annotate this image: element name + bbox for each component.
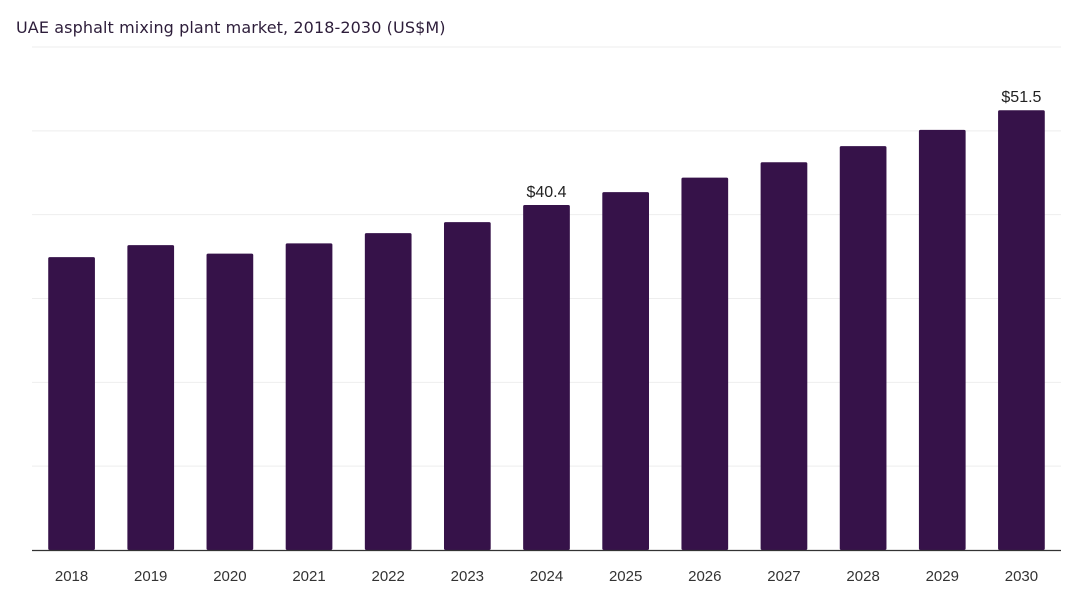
- x-tick-label-2019: 2019: [134, 568, 167, 585]
- x-tick-label-2022: 2022: [372, 568, 405, 585]
- x-tick-label-2027: 2027: [767, 568, 800, 585]
- bars: [48, 110, 1045, 551]
- bar-2021: [285, 243, 333, 550]
- bar-2018: [48, 257, 95, 550]
- bar-2023: [443, 222, 491, 550]
- x-tick-label-2025: 2025: [609, 568, 642, 585]
- x-tick-label-2021: 2021: [292, 568, 325, 585]
- x-tick-label-2024: 2024: [530, 568, 563, 585]
- data-labels: $40.4 $51.5: [526, 89, 1041, 201]
- bar-2025: [602, 192, 650, 550]
- bar-2029: [918, 129, 966, 550]
- bar-2028: [839, 146, 887, 551]
- x-axis-tick-labels: 2018 2019 2020 2021 2022 2023 2024 2025 2026 2027…: [55, 568, 1038, 585]
- data-label-2024: $40.4: [526, 184, 566, 201]
- x-tick-label-2020: 2020: [213, 568, 246, 585]
- bar-2027: [760, 162, 808, 550]
- bar-2020: [206, 253, 254, 550]
- x-tick-label-2030: 2030: [1005, 568, 1038, 585]
- x-tick-label-2028: 2028: [846, 568, 879, 585]
- bar-2019: [127, 245, 175, 550]
- bar-2026: [681, 177, 729, 550]
- data-label-2030: $51.5: [1001, 89, 1041, 106]
- chart-title: UAE asphalt mixing plant market, 2018-20…: [16, 18, 446, 37]
- bar-2030: [998, 110, 1045, 550]
- bar-2024: [523, 204, 570, 551]
- x-tick-label-2026: 2026: [688, 568, 721, 585]
- bar-2022: [364, 233, 412, 550]
- x-tick-label-2023: 2023: [451, 568, 484, 585]
- x-tick-label-2018: 2018: [55, 568, 88, 585]
- x-tick-label-2029: 2029: [926, 568, 959, 585]
